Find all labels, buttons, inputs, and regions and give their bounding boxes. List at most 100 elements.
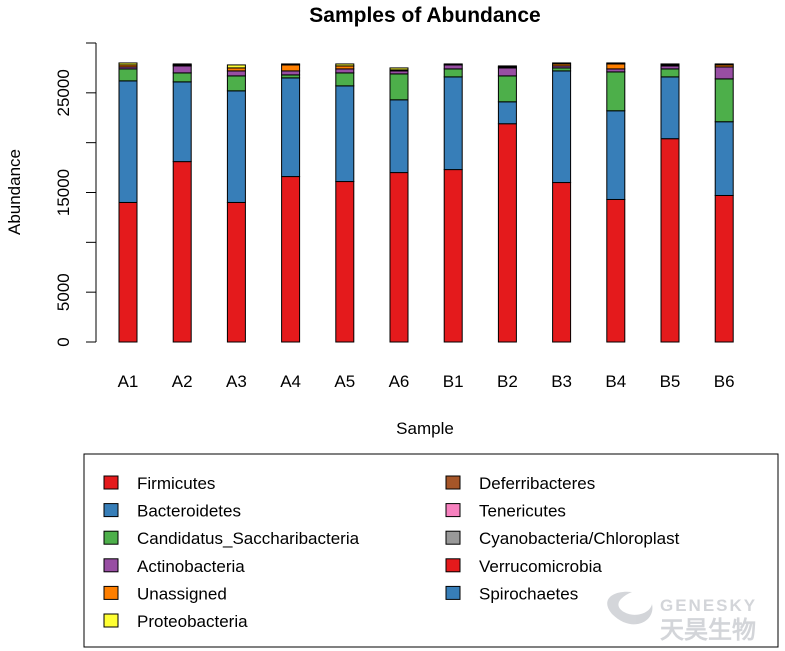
bar-segment xyxy=(497,75,517,103)
legend-box xyxy=(83,453,779,648)
bar-segment xyxy=(226,64,246,69)
bar-segment xyxy=(660,68,680,78)
bar-segment xyxy=(389,172,409,343)
legend-label: Tenericutes xyxy=(479,502,566,521)
bar-segment xyxy=(389,99,409,174)
logo-swirl-icon xyxy=(607,591,653,625)
bar-segment xyxy=(118,80,138,203)
bar-segment xyxy=(226,90,246,203)
legend-label: Actinobacteria xyxy=(137,557,245,576)
x-tick-label: A3 xyxy=(226,372,247,391)
bar-segment xyxy=(443,169,463,343)
bar-segment xyxy=(552,70,572,184)
x-tick-label: A4 xyxy=(280,372,301,391)
bar-segment xyxy=(226,70,246,77)
x-tick-label: A2 xyxy=(172,372,193,391)
bar-segment xyxy=(335,72,355,87)
bar-segment xyxy=(606,110,626,200)
bar-segment xyxy=(172,65,192,74)
bar-segment xyxy=(335,181,355,343)
legend-label: Proteobacteria xyxy=(137,612,248,631)
bar-segment xyxy=(172,81,192,163)
bar-segment xyxy=(389,67,409,71)
legend-swatch xyxy=(103,503,119,518)
bar-segment xyxy=(497,67,517,77)
bar-segment xyxy=(281,70,301,76)
x-tick-label: B3 xyxy=(551,372,572,391)
y-tick-label: 5000 xyxy=(54,273,73,311)
bar-segment xyxy=(606,71,626,112)
bar-segment xyxy=(660,63,680,66)
bar-segment xyxy=(660,138,680,343)
bar-segment xyxy=(281,176,301,343)
bar-segment xyxy=(443,68,463,78)
legend-swatch xyxy=(445,503,461,518)
bar-segment xyxy=(226,201,246,343)
bar-segment xyxy=(497,123,517,343)
bar-segment xyxy=(714,121,734,196)
bar-segment xyxy=(172,72,192,83)
bar-segment xyxy=(335,63,355,67)
bar-segment xyxy=(118,201,138,343)
legend-swatch xyxy=(445,475,461,490)
bar-segment xyxy=(714,194,734,343)
y-axis-label: Abundance xyxy=(5,149,24,235)
legend-swatch xyxy=(103,585,119,600)
legend: Firmicutes Bacteroidetes Candidatus_Saccha… xyxy=(83,453,779,648)
bar-segment xyxy=(226,75,246,92)
legend-swatch xyxy=(445,530,461,545)
logo-chinese-text: 天昊生物 xyxy=(660,617,756,644)
legend-label: Spirochaetes xyxy=(479,584,578,603)
bar-segment xyxy=(281,77,301,178)
x-tick-label: B5 xyxy=(660,372,681,391)
bar-segment xyxy=(714,78,734,123)
legend-label: Verrucomicrobia xyxy=(479,557,602,576)
x-tick-label: B2 xyxy=(497,372,518,391)
bar-segment xyxy=(172,63,192,66)
legend-label: Unassigned xyxy=(137,584,227,603)
bar-segment xyxy=(389,73,409,101)
x-tick-label: B6 xyxy=(714,372,735,391)
legend-label: Cyanobacteria/Chloroplast xyxy=(479,529,680,548)
legend-label: Bacteroidetes xyxy=(137,502,241,521)
bar-segment xyxy=(552,62,572,65)
bar-segment xyxy=(714,63,734,66)
bar-segment xyxy=(497,65,517,68)
x-tick-label: A6 xyxy=(389,372,410,391)
legend-swatch xyxy=(445,558,461,573)
x-tick-label: B4 xyxy=(605,372,626,391)
y-tick-label: 15000 xyxy=(54,169,73,216)
bar-segment xyxy=(552,182,572,343)
bar-segment xyxy=(281,63,301,66)
x-tick-label: A5 xyxy=(334,372,355,391)
bar-segment xyxy=(118,68,138,82)
bar-segment xyxy=(172,161,192,343)
y-axis: 0 5000 15000 25000 xyxy=(54,42,97,347)
y-tick-label: 25000 xyxy=(54,69,73,116)
bar-segment xyxy=(714,66,734,80)
bar-segment xyxy=(606,198,626,343)
bar-segment xyxy=(335,85,355,183)
x-tick-label: A1 xyxy=(118,372,139,391)
bar-segment xyxy=(497,101,517,125)
x-tick-label: B1 xyxy=(443,372,464,391)
bar-segment xyxy=(443,76,463,171)
y-tick-label: 0 xyxy=(54,337,73,346)
legend-label: Deferribacteres xyxy=(479,474,595,493)
bar-segment xyxy=(443,64,463,70)
bar-segment xyxy=(281,64,301,72)
legend-swatch xyxy=(103,530,119,545)
chart-title: Samples of Abundance xyxy=(309,4,540,27)
legend-label: Firmicutes xyxy=(137,474,215,493)
legend-label: Candidatus_Saccharibacteria xyxy=(137,529,360,548)
bar-segment xyxy=(660,76,680,140)
x-axis-label: Sample xyxy=(396,419,454,438)
legend-swatch xyxy=(103,558,119,573)
bar-segment xyxy=(606,62,626,65)
legend-swatch xyxy=(103,475,119,490)
legend-swatch xyxy=(103,613,119,628)
legend-swatch xyxy=(445,585,461,600)
bar-segment xyxy=(443,63,463,66)
bar-segment xyxy=(335,68,355,74)
genesky-logo: GENESKY 天昊生物 xyxy=(607,591,756,644)
